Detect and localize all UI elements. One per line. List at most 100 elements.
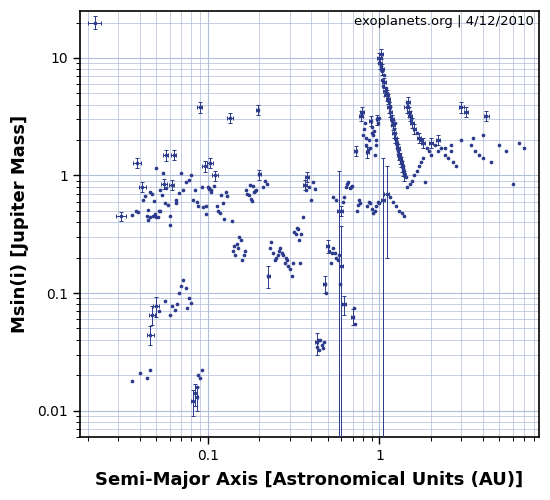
Point: [182, 284, 191, 292]
Point: [313, 342, 322, 350]
Point: [427, 138, 436, 146]
Point: [310, 185, 319, 193]
Point: [372, 202, 381, 210]
Point: [415, 162, 424, 170]
Point: [264, 272, 273, 280]
Point: [326, 259, 335, 267]
Point: [206, 186, 215, 194]
Point: [397, 160, 406, 168]
Point: [369, 209, 378, 217]
Point: [332, 196, 340, 204]
Point: [303, 172, 312, 180]
Point: [212, 202, 221, 210]
Point: [466, 142, 475, 150]
Point: [334, 251, 343, 259]
Point: [253, 106, 262, 114]
Point: [149, 196, 158, 204]
Point: [173, 300, 182, 308]
Point: [142, 212, 151, 220]
Point: [153, 214, 162, 222]
Point: [358, 108, 366, 116]
Point: [202, 210, 211, 218]
Point: [117, 212, 125, 220]
Point: [166, 221, 174, 229]
Point: [344, 178, 353, 186]
Point: [166, 212, 174, 220]
Point: [127, 376, 136, 384]
Point: [337, 262, 346, 270]
Point: [387, 116, 396, 124]
Point: [430, 142, 439, 150]
Point: [400, 212, 409, 220]
Point: [345, 184, 354, 192]
Point: [384, 98, 393, 106]
Point: [386, 108, 395, 116]
Point: [349, 304, 358, 312]
Point: [167, 181, 176, 189]
Point: [223, 192, 232, 200]
Point: [250, 187, 259, 195]
Point: [415, 134, 424, 141]
Point: [155, 207, 163, 215]
Point: [376, 60, 384, 68]
Point: [189, 196, 197, 204]
X-axis label: Semi-Major Axis [Astronomical Units (AU)]: Semi-Major Axis [Astronomical Units (AU)…: [95, 471, 524, 489]
Point: [228, 246, 237, 254]
Point: [402, 104, 411, 112]
Point: [302, 186, 311, 194]
Point: [469, 134, 477, 141]
Point: [405, 112, 414, 120]
Point: [383, 94, 392, 102]
Point: [339, 194, 348, 202]
Point: [360, 119, 369, 127]
Point: [386, 194, 394, 202]
Point: [394, 151, 403, 159]
Point: [382, 190, 391, 198]
Point: [279, 251, 288, 259]
Point: [273, 251, 282, 259]
Point: [147, 190, 156, 198]
Point: [363, 148, 372, 156]
Point: [403, 98, 412, 106]
Point: [234, 244, 243, 252]
Point: [272, 254, 280, 262]
Point: [359, 124, 368, 132]
Point: [443, 154, 452, 162]
Point: [185, 294, 194, 302]
Point: [214, 207, 223, 215]
Point: [487, 158, 496, 166]
Point: [393, 144, 402, 152]
Point: [185, 176, 194, 184]
Point: [187, 172, 196, 179]
Point: [270, 256, 279, 264]
Point: [401, 172, 410, 180]
Point: [282, 254, 290, 262]
Point: [268, 249, 277, 257]
Point: [315, 346, 323, 354]
Point: [317, 341, 326, 349]
Point: [389, 198, 398, 205]
Point: [423, 144, 432, 152]
Point: [175, 189, 184, 197]
Point: [190, 186, 199, 194]
Point: [403, 183, 411, 191]
Point: [179, 186, 188, 194]
Point: [245, 181, 254, 189]
Point: [425, 148, 433, 156]
Point: [356, 112, 365, 120]
Point: [410, 124, 419, 132]
Point: [168, 302, 177, 310]
Point: [305, 183, 314, 191]
Point: [266, 244, 274, 252]
Point: [249, 188, 258, 196]
Point: [390, 119, 399, 127]
Point: [296, 259, 305, 267]
Point: [319, 344, 328, 352]
Point: [255, 170, 264, 178]
Point: [361, 142, 370, 150]
Point: [171, 200, 180, 207]
Point: [133, 159, 142, 167]
Point: [140, 192, 149, 200]
Point: [398, 162, 406, 170]
Point: [342, 183, 350, 191]
